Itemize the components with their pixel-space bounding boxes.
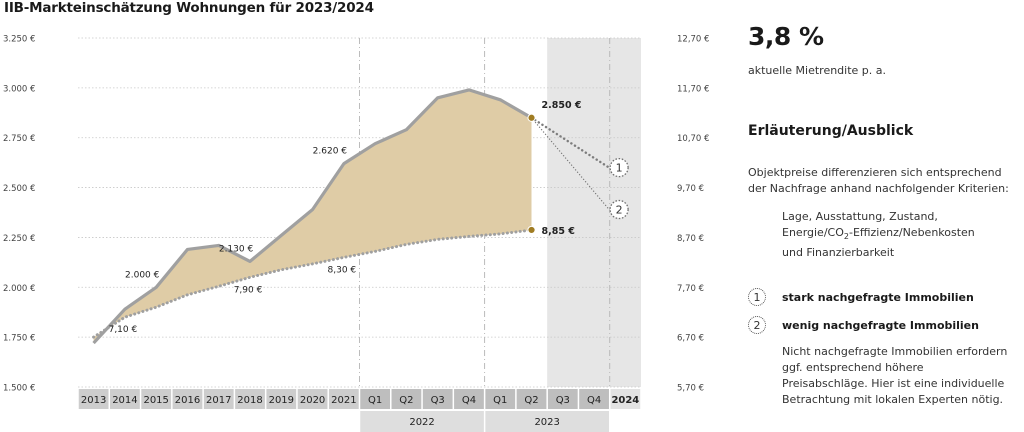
x-category-box <box>422 389 453 409</box>
x-category-box <box>391 389 422 409</box>
x-category-box <box>297 389 328 409</box>
x-tick-label: Q1 <box>368 395 382 406</box>
outlook-heading: Erläuterung/Ausblick <box>748 123 914 139</box>
badge-2-icon: 2 <box>748 316 766 334</box>
data-label: 7,10 € <box>109 325 138 335</box>
x-category-box <box>110 389 140 409</box>
x-category-box <box>610 389 641 409</box>
x-tick-label: Q1 <box>493 395 507 406</box>
x-category-box <box>485 389 516 409</box>
data-label: 7,90 € <box>234 285 263 295</box>
x-category-box <box>141 389 172 409</box>
x-tick-label: Q3 <box>556 395 570 406</box>
year-group-label: 2023 <box>534 417 559 428</box>
outlook-note: Nicht nachgefragte Immobilien erfordern … <box>782 345 1008 406</box>
y-left-tick-label: 2.750 € <box>3 134 35 144</box>
rent-yield-caption: aktuelle Mietrendite p. a. <box>748 64 887 77</box>
y-right-tick-label: 5,70 € <box>677 384 704 394</box>
x-tick-label: Q2 <box>524 395 538 406</box>
forecast-line <box>530 116 611 169</box>
x-category-box <box>360 389 391 409</box>
y-right-tick-label: 11,70 € <box>677 84 709 94</box>
legend-label: wenig nachgefragte Immobilien <box>782 318 979 332</box>
data-label: 2.850 € <box>542 100 582 111</box>
x-tick-label: 2024 <box>611 395 639 406</box>
y-left-tick-label: 1.750 € <box>3 334 35 344</box>
badge-1-icon: 1 <box>748 288 766 306</box>
x-category-box <box>78 389 109 409</box>
y-right-tick-label: 6,70 € <box>677 334 704 344</box>
x-tick-label: Q4 <box>462 395 476 406</box>
y-right-tick-label: 9,70 € <box>677 184 704 194</box>
price-end-marker <box>527 113 536 122</box>
year-group-box <box>485 411 609 432</box>
x-tick-label: Q4 <box>587 395 601 406</box>
x-tick-label: 2020 <box>300 395 325 406</box>
criteria-line: Energie/CO2-Effizienz/Nebenkosten <box>782 226 975 242</box>
y-right-tick-label: 7,70 € <box>677 284 704 294</box>
chart-title: IIB-Markteinschätzung Wohnungen für 2023… <box>4 0 374 16</box>
y-right-tick-label: 12,70 € <box>677 35 709 45</box>
legend-item-low-demand: 2 wenig nachgefragte Immobilien <box>748 316 979 334</box>
factor-end-marker <box>527 225 536 235</box>
y-left-tick-label: 1.500 € <box>3 384 35 394</box>
year-group-label: 2022 <box>409 417 434 428</box>
x-tick-label: 2015 <box>143 395 168 406</box>
forecast-badge-label: 2 <box>616 204 623 217</box>
x-category-box <box>516 389 547 409</box>
rent-yield-value: 3,8 % <box>748 22 824 51</box>
year-group-box <box>360 411 484 432</box>
x-tick-label: 2013 <box>81 395 106 406</box>
data-label: 2.000 € <box>125 270 160 280</box>
data-label: 8,30 € <box>328 265 357 275</box>
data-label: 2.620 € <box>313 147 348 157</box>
forecast-badge-icon <box>609 157 629 178</box>
legend-item-high-demand: 1 stark nachgefragte Immobilien <box>748 288 974 306</box>
rent-factor-line <box>92 228 533 339</box>
criteria-list: Lage, Ausstattung, Zustand, Energie/CO2-… <box>782 209 1012 261</box>
forecast-badge-icon <box>609 199 629 220</box>
x-tick-label: Q2 <box>399 395 413 406</box>
x-category-box <box>172 389 203 409</box>
y-right-tick-label: 10,70 € <box>677 134 709 144</box>
x-category-box <box>266 389 297 409</box>
y-left-tick-label: 2.000 € <box>3 284 35 294</box>
x-tick-label: 2017 <box>206 395 231 406</box>
x-category-box <box>454 389 484 409</box>
price-line <box>92 88 533 345</box>
criteria-line: und Finanzierbarkeit <box>782 246 895 260</box>
y-right-tick-label: 8,70 € <box>677 234 704 244</box>
x-tick-label: 2019 <box>269 395 294 406</box>
criteria-line: Lage, Ausstattung, Zustand, <box>782 210 938 223</box>
series-band-fill <box>93 89 532 344</box>
x-tick-label: 2021 <box>331 395 356 406</box>
legend-label: stark nachgefragte Immobilien <box>782 290 974 304</box>
forecast-badge-label: 1 <box>616 162 623 175</box>
x-category-box <box>579 389 609 409</box>
y-left-tick-label: 3.250 € <box>3 35 35 45</box>
data-label: 2.130 € <box>219 244 254 254</box>
y-left-tick-label: 2.250 € <box>3 234 35 244</box>
y-left-tick-label: 2.500 € <box>3 184 35 194</box>
data-label: 8,85 € <box>542 226 575 237</box>
x-tick-label: 2018 <box>237 395 262 406</box>
x-tick-label: Q3 <box>431 395 445 406</box>
x-category-box <box>547 389 578 409</box>
y-left-tick-label: 3.000 € <box>3 84 35 94</box>
x-category-box <box>203 389 234 409</box>
x-tick-label: 2014 <box>112 395 137 406</box>
x-category-box <box>235 389 265 409</box>
x-tick-label: 2016 <box>175 395 200 406</box>
outlook-intro: Objektpreise differenzieren sich entspre… <box>748 166 1009 195</box>
x-category-box <box>328 389 359 409</box>
